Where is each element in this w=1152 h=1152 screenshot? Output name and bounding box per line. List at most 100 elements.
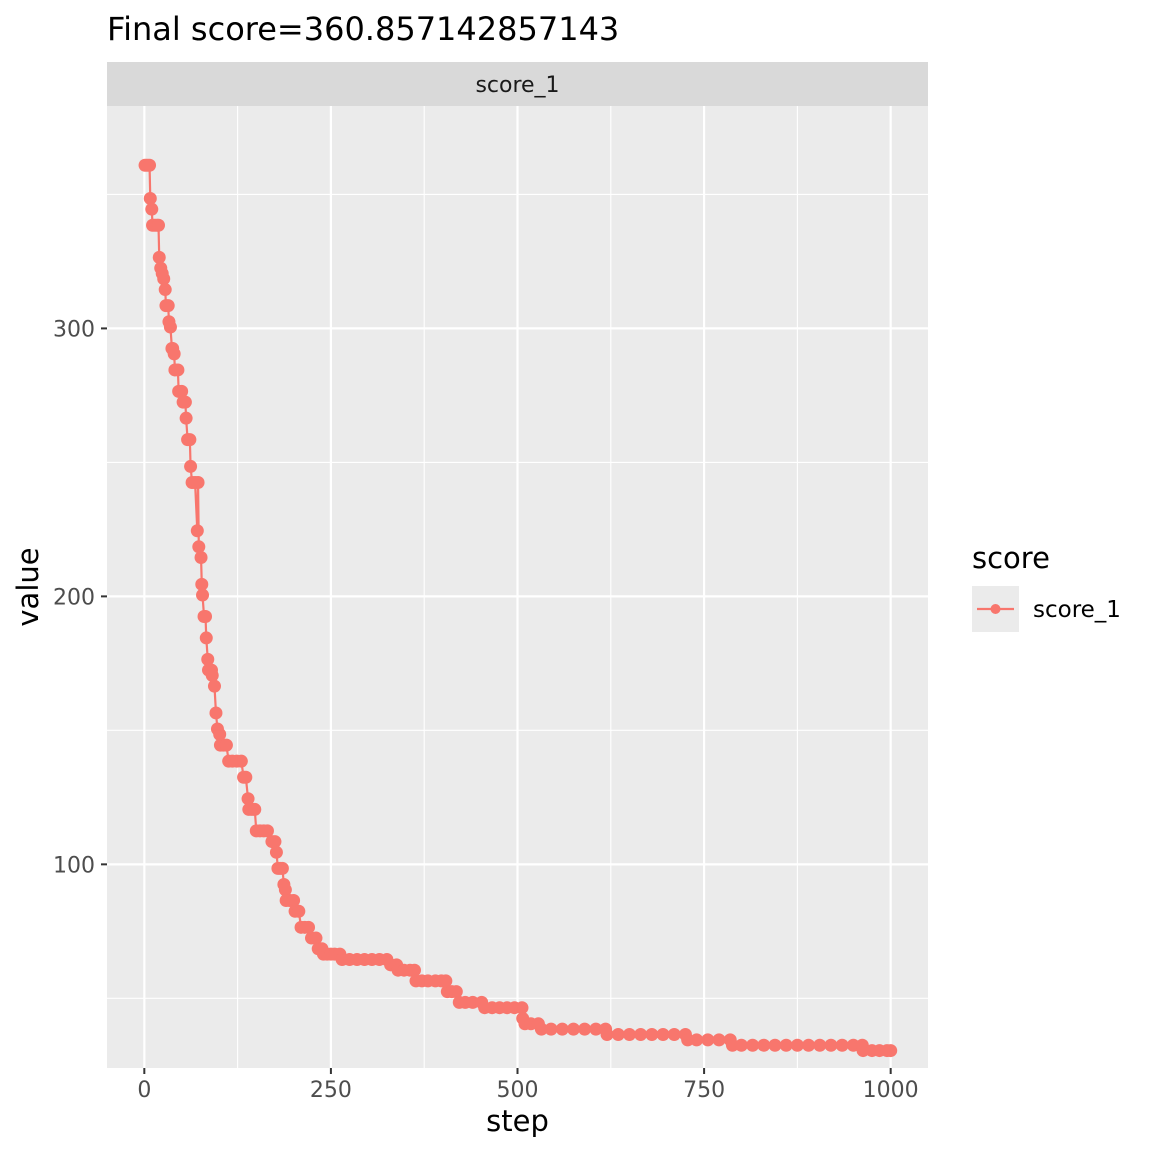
data-point (143, 191, 157, 205)
data-point (846, 1038, 860, 1052)
data-point (234, 754, 248, 768)
data-point (757, 1038, 771, 1052)
data-point (884, 1044, 898, 1058)
data-point (269, 845, 283, 859)
data-point (167, 347, 181, 361)
y-axis-label: value (11, 547, 45, 626)
data-point (191, 475, 205, 489)
data-point (835, 1038, 849, 1052)
data-point (701, 1033, 715, 1047)
data-point (143, 158, 157, 172)
data-point (466, 995, 480, 1009)
data-point (183, 433, 197, 447)
data-point (725, 1038, 739, 1052)
data-point (690, 1033, 704, 1047)
data-point (544, 1022, 558, 1036)
y-axis: 100 200 300 (53, 317, 107, 878)
data-point (260, 824, 274, 838)
data-point (534, 1022, 548, 1036)
legend-title: score (972, 541, 1050, 575)
data-point (656, 1028, 670, 1041)
data-point (152, 250, 166, 264)
data-point (161, 299, 175, 313)
data-point (645, 1028, 659, 1041)
data-point (790, 1038, 804, 1052)
data-point (449, 985, 463, 999)
data-point (199, 609, 213, 623)
data-point (178, 395, 192, 409)
data-point (199, 631, 213, 645)
data-point (278, 883, 292, 897)
y-tick-label: 100 (53, 853, 95, 878)
data-point (439, 974, 453, 988)
data-point (600, 1028, 614, 1041)
x-tick-label: 0 (137, 1078, 151, 1103)
data-point (589, 1022, 603, 1036)
chart-title: Final score=360.857142857143 (107, 10, 619, 48)
data-point (768, 1038, 782, 1052)
facet-strip (107, 62, 928, 106)
data-point (175, 384, 189, 398)
data-point (292, 904, 306, 918)
y-tick-label: 200 (53, 585, 95, 610)
data-point (268, 835, 282, 849)
data-point (515, 1001, 529, 1015)
data-point (213, 727, 227, 741)
data-point (163, 320, 177, 334)
data-point (824, 1038, 838, 1052)
data-point (205, 668, 219, 682)
data-point (681, 1033, 695, 1047)
data-point (171, 363, 185, 377)
data-point (275, 861, 289, 875)
data-point (734, 1038, 748, 1052)
data-point (566, 1022, 580, 1036)
data-point (192, 540, 206, 554)
data-point (746, 1038, 760, 1052)
data-point (179, 411, 193, 425)
legend-key-point (990, 604, 1001, 614)
data-point (157, 272, 171, 286)
x-tick-label: 1000 (863, 1078, 919, 1103)
data-point (219, 738, 233, 752)
data-point (194, 551, 208, 565)
grid-major-lines (107, 106, 928, 1068)
x-axis-label: step (486, 1104, 549, 1138)
x-axis: 0 250 500 750 1000 (137, 1068, 919, 1103)
data-point (813, 1038, 827, 1052)
data-point (667, 1028, 681, 1041)
data-point (190, 524, 204, 538)
data-point (201, 652, 215, 666)
data-point (712, 1033, 726, 1047)
data-point (856, 1044, 870, 1058)
data-point (622, 1028, 636, 1041)
series-layer (138, 158, 898, 1058)
legend-entry-score-1: score_1 (1033, 597, 1121, 623)
data-point (287, 894, 301, 908)
data-point (802, 1038, 816, 1052)
data-point (145, 202, 159, 216)
data-point (196, 588, 210, 602)
data-point (158, 283, 172, 297)
data-point (611, 1028, 625, 1041)
data-point (578, 1022, 592, 1036)
x-tick-label: 750 (683, 1078, 725, 1103)
x-tick-label: 250 (310, 1078, 352, 1103)
data-point (248, 802, 262, 816)
data-point (239, 770, 253, 784)
data-point (152, 218, 165, 232)
data-point (184, 459, 198, 473)
data-point (555, 1022, 569, 1036)
data-point (408, 963, 421, 977)
data-point (302, 920, 316, 934)
y-tick-label: 300 (53, 317, 95, 342)
data-point (309, 931, 323, 945)
facet-strip-label: score_1 (475, 73, 559, 98)
legend: score score_1 (972, 541, 1121, 632)
data-point (634, 1028, 648, 1041)
data-point (207, 679, 221, 693)
data-point (779, 1038, 793, 1052)
data-point (195, 577, 209, 591)
data-point (241, 792, 255, 806)
data-point (209, 706, 223, 720)
x-tick-label: 500 (497, 1078, 539, 1103)
